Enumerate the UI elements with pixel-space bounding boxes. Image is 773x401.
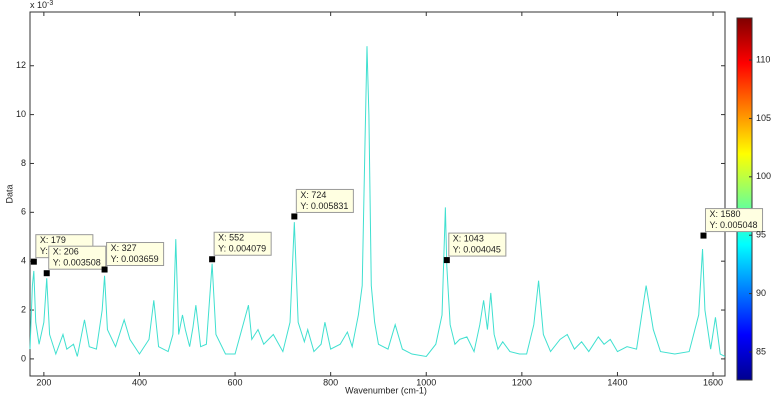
- datatip-box: [213, 231, 272, 256]
- colorbar-tick-label: 110: [756, 54, 770, 64]
- y-tick-label: 2: [21, 304, 26, 314]
- datatip-label: Y: 0.005048: [709, 220, 757, 230]
- datatip-marker: [43, 270, 50, 277]
- colorbar-tick-label: 95: [756, 230, 766, 240]
- datatip-marker: [209, 256, 216, 263]
- colorbar-tick-label: 90: [756, 288, 766, 298]
- datatip-box: [106, 242, 165, 267]
- y-axis-label: Data: [4, 184, 14, 203]
- x-tick-label: 800: [323, 377, 338, 387]
- multiplier-base: x 10: [30, 0, 47, 10]
- datatip-label: Y: 0.003508: [53, 258, 101, 268]
- datatip-label: Y: 0.005831: [300, 201, 348, 211]
- datatip-marker: [291, 213, 298, 220]
- spectrum-line: [29, 46, 726, 357]
- datatip-box: [48, 245, 107, 270]
- y-tick-label: 4: [21, 256, 26, 266]
- y-tick-label: 12: [16, 60, 26, 70]
- datatip-label: X: 327: [111, 243, 137, 253]
- x-tick-label: 1200: [512, 377, 532, 387]
- plot-area: [29, 11, 726, 377]
- datatip-label: X: 1043: [453, 233, 484, 243]
- y-tick-label: 0: [21, 353, 26, 363]
- datatip-marker: [30, 258, 37, 265]
- x-tick-label: 1400: [607, 377, 627, 387]
- datatip-box: [704, 208, 764, 233]
- x-tick-label: 600: [228, 377, 243, 387]
- datatip-marker: [700, 232, 707, 239]
- multiplier-exponent: -3: [47, 0, 53, 7]
- x-axis-label: Wavenumber (cm-1): [345, 385, 427, 395]
- colorbar-tick-label: 100: [756, 171, 771, 181]
- datatip-label: Y: 0.003659: [111, 254, 159, 264]
- datatip-label: Y: 0.004045: [453, 244, 501, 254]
- datatip-marker: [101, 266, 108, 273]
- y-multiplier: x 10-3: [30, 0, 53, 10]
- y-tick-label: 6: [21, 207, 26, 217]
- y-tick-label: 10: [16, 109, 26, 119]
- x-tick-label: 200: [36, 377, 51, 387]
- datatip-label: X: 1580: [709, 209, 740, 219]
- colorbar-tick-label: 105: [756, 113, 771, 123]
- datatip-label: X: 724: [300, 190, 326, 200]
- datatip-box: [295, 188, 354, 213]
- datatip-label: X: 552: [218, 233, 244, 243]
- y-tick-label: 8: [21, 158, 26, 168]
- datatip-label: Y: 0.004079: [218, 244, 266, 254]
- datatip-label: X: 206: [53, 247, 79, 257]
- datatip-box: [448, 232, 507, 257]
- colorbar-tick-label: 85: [756, 346, 766, 356]
- datatip-label: X: 179: [40, 235, 66, 245]
- datatip-marker: [443, 257, 450, 264]
- colorbar: [736, 17, 753, 381]
- x-tick-label: 400: [132, 377, 147, 387]
- x-tick-label: 1600: [703, 377, 723, 387]
- x-tick-label: 1000: [416, 377, 436, 387]
